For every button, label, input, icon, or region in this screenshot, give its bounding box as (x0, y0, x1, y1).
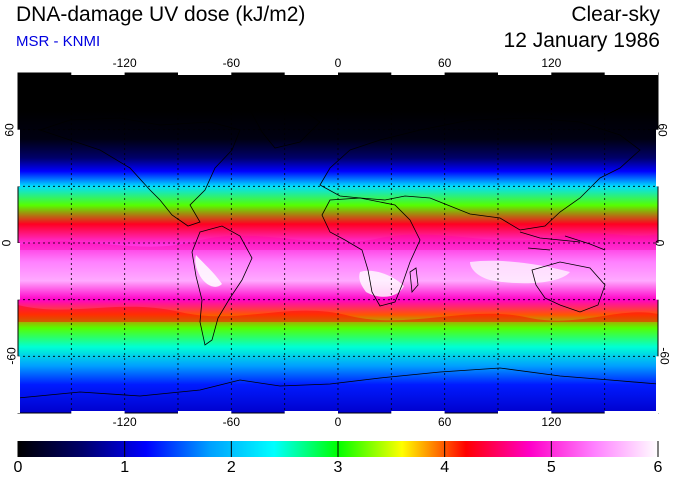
latitude-label: 0 (652, 239, 667, 247)
date-label: 12 January 1986 (503, 29, 660, 52)
colorbar-label: 2 (226, 459, 236, 476)
coastline-madagascar (409, 267, 419, 293)
colorbar-label: 1 (120, 459, 130, 476)
longitude-label: -60 (222, 415, 240, 429)
graticule (18, 73, 658, 413)
longitude-label: 120 (541, 415, 562, 429)
longitude-label: -60 (222, 56, 240, 70)
high-uv-patch-south-america (195, 255, 222, 287)
colorbar-label: 0 (13, 459, 23, 476)
map-title: DNA-damage UV dose (kJ/m2) (16, 3, 306, 26)
coastline-antarctica (18, 367, 658, 399)
latitude-label: -60 (4, 347, 19, 365)
map-area (18, 73, 658, 413)
colorbar-label: 5 (546, 459, 556, 476)
longitude-label: -120 (112, 415, 137, 429)
latitude-label: 60 (2, 122, 17, 137)
latitude-label: 60 (655, 122, 670, 137)
coastline-indonesia (519, 231, 606, 251)
longitude-label: 60 (437, 56, 452, 70)
coastlines (18, 107, 658, 399)
coastline-australia (531, 261, 606, 313)
high-uv-patch-africa (359, 270, 404, 297)
coastline-greenland (249, 107, 321, 149)
frame-ticks-top (71, 72, 658, 75)
frame-ticks-sides (17, 129, 659, 413)
colorbar-label: 4 (440, 459, 450, 476)
band-wave-north (18, 233, 658, 250)
longitude-label: -120 (112, 56, 137, 70)
longitude-label: 120 (541, 56, 562, 70)
sky-condition-label: Clear-sky (571, 3, 660, 26)
coastline-north-america (38, 117, 241, 227)
colorbar-label: 3 (333, 459, 343, 476)
longitude-label: 0 (334, 415, 342, 429)
source-label: MSR - KNMI (16, 33, 101, 50)
latitude-label: 0 (0, 239, 14, 247)
latitude-label: -60 (657, 347, 672, 365)
frame-ticks-bottom (71, 411, 658, 414)
longitude-label: 0 (334, 56, 342, 70)
map-frame (17, 72, 659, 414)
colorbar-ticks (17, 441, 659, 457)
longitude-label: 60 (437, 415, 452, 429)
colorbar-label: 6 (653, 459, 663, 476)
coastline-south-america (191, 225, 253, 346)
coastline-africa (321, 197, 421, 307)
